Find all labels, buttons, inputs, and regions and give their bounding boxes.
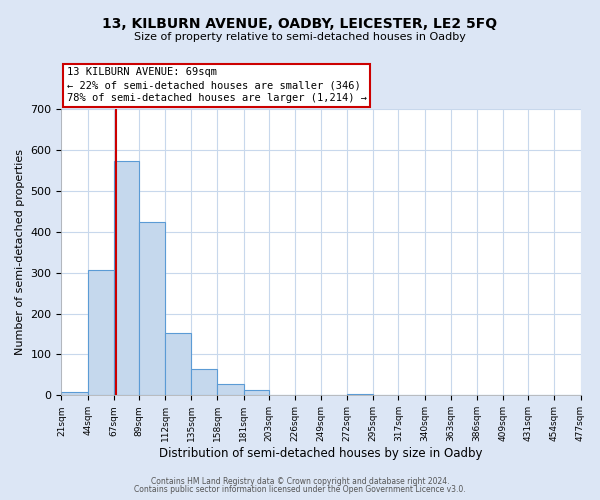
Bar bbox=[88, 270, 114, 396]
Text: 13 KILBURN AVENUE: 69sqm
← 22% of semi-detached houses are smaller (346)
78% of : 13 KILBURN AVENUE: 69sqm ← 22% of semi-d… bbox=[67, 67, 367, 104]
X-axis label: Distribution of semi-detached houses by size in Oadby: Distribution of semi-detached houses by … bbox=[159, 447, 483, 460]
Text: 13, KILBURN AVENUE, OADBY, LEICESTER, LE2 5FQ: 13, KILBURN AVENUE, OADBY, LEICESTER, LE… bbox=[103, 18, 497, 32]
Bar bbox=[217, 384, 244, 396]
Text: Contains public sector information licensed under the Open Government Licence v3: Contains public sector information licen… bbox=[134, 485, 466, 494]
Bar bbox=[244, 390, 269, 396]
Text: Size of property relative to semi-detached houses in Oadby: Size of property relative to semi-detach… bbox=[134, 32, 466, 42]
Y-axis label: Number of semi-detached properties: Number of semi-detached properties bbox=[15, 149, 25, 355]
Bar bbox=[347, 394, 373, 396]
Bar bbox=[114, 160, 139, 396]
Text: Contains HM Land Registry data © Crown copyright and database right 2024.: Contains HM Land Registry data © Crown c… bbox=[151, 477, 449, 486]
Bar bbox=[191, 369, 217, 396]
Bar bbox=[165, 333, 191, 396]
Bar bbox=[61, 392, 88, 396]
Bar bbox=[139, 222, 165, 396]
